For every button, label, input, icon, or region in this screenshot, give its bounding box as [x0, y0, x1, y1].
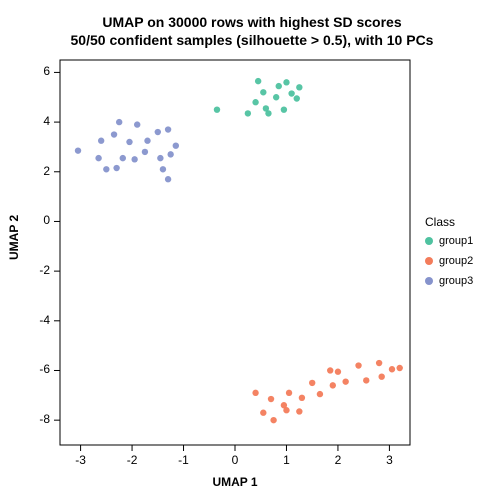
x-tick-label: 2 [323, 453, 353, 467]
legend-item-label: group3 [439, 275, 473, 287]
data-point [283, 79, 289, 85]
x-tick-label: 0 [220, 453, 250, 467]
chart-container: UMAP on 30000 rows with highest SD score… [0, 0, 504, 504]
legend-item: group2 [425, 255, 473, 267]
scatter-plot [0, 0, 504, 504]
data-point [296, 84, 302, 90]
data-point [281, 106, 287, 112]
data-point [144, 138, 150, 144]
legend-swatch [425, 277, 433, 285]
y-axis-label: UMAP 2 [7, 244, 21, 260]
data-point [299, 395, 305, 401]
data-point [327, 367, 333, 373]
data-point [283, 407, 289, 413]
data-point [113, 165, 119, 171]
data-point [75, 147, 81, 153]
legend-item-label: group1 [439, 235, 473, 247]
data-point [260, 410, 266, 416]
y-tick-label: -2 [22, 263, 50, 277]
data-point [167, 151, 173, 157]
data-point [120, 155, 126, 161]
legend-title: Class [425, 215, 455, 229]
data-point [131, 156, 137, 162]
data-point [165, 126, 171, 132]
data-point [378, 373, 384, 379]
data-point [255, 78, 261, 84]
data-point [134, 121, 140, 127]
data-point [288, 90, 294, 96]
legend-item: group3 [425, 275, 473, 287]
data-point [268, 396, 274, 402]
data-point [160, 166, 166, 172]
data-point [309, 380, 315, 386]
data-point [335, 369, 341, 375]
data-point [397, 365, 403, 371]
x-tick-label: -1 [169, 453, 199, 467]
data-point [111, 131, 117, 137]
data-point [126, 139, 132, 145]
legend-swatch [425, 257, 433, 265]
x-tick-label: -3 [66, 453, 96, 467]
y-tick-label: 2 [22, 164, 50, 178]
y-tick-label: -4 [22, 313, 50, 327]
data-point [317, 391, 323, 397]
y-tick-label: -8 [22, 412, 50, 426]
legend-item-label: group2 [439, 255, 473, 267]
data-point [260, 89, 266, 95]
data-point [286, 390, 292, 396]
x-tick-label: 1 [271, 453, 301, 467]
data-point [173, 142, 179, 148]
data-point [103, 166, 109, 172]
data-point [157, 155, 163, 161]
chart-title-line2: 50/50 confident samples (silhouette > 0.… [0, 32, 504, 48]
y-tick-label: 0 [22, 213, 50, 227]
data-point [214, 106, 220, 112]
y-tick-label: -6 [22, 362, 50, 376]
data-point [389, 366, 395, 372]
data-point [363, 377, 369, 383]
y-tick-label: 6 [22, 64, 50, 78]
data-point [252, 390, 258, 396]
x-tick-label: -2 [117, 453, 147, 467]
data-point [252, 99, 258, 105]
data-point [165, 176, 171, 182]
data-point [376, 360, 382, 366]
data-point [265, 110, 271, 116]
data-point [142, 149, 148, 155]
data-point [330, 382, 336, 388]
y-tick-label: 4 [22, 114, 50, 128]
data-point [155, 129, 161, 135]
chart-title-line1: UMAP on 30000 rows with highest SD score… [0, 14, 504, 30]
data-point [276, 83, 282, 89]
data-point [342, 378, 348, 384]
data-point [296, 408, 302, 414]
legend-item: group1 [425, 235, 473, 247]
data-point [98, 138, 104, 144]
data-point [245, 110, 251, 116]
legend-swatch [425, 237, 433, 245]
data-point [270, 417, 276, 423]
x-tick-label: 3 [374, 453, 404, 467]
data-point [116, 119, 122, 125]
x-axis-label: UMAP 1 [60, 475, 410, 489]
data-point [294, 95, 300, 101]
data-point [355, 362, 361, 368]
data-point [273, 94, 279, 100]
data-point [95, 155, 101, 161]
